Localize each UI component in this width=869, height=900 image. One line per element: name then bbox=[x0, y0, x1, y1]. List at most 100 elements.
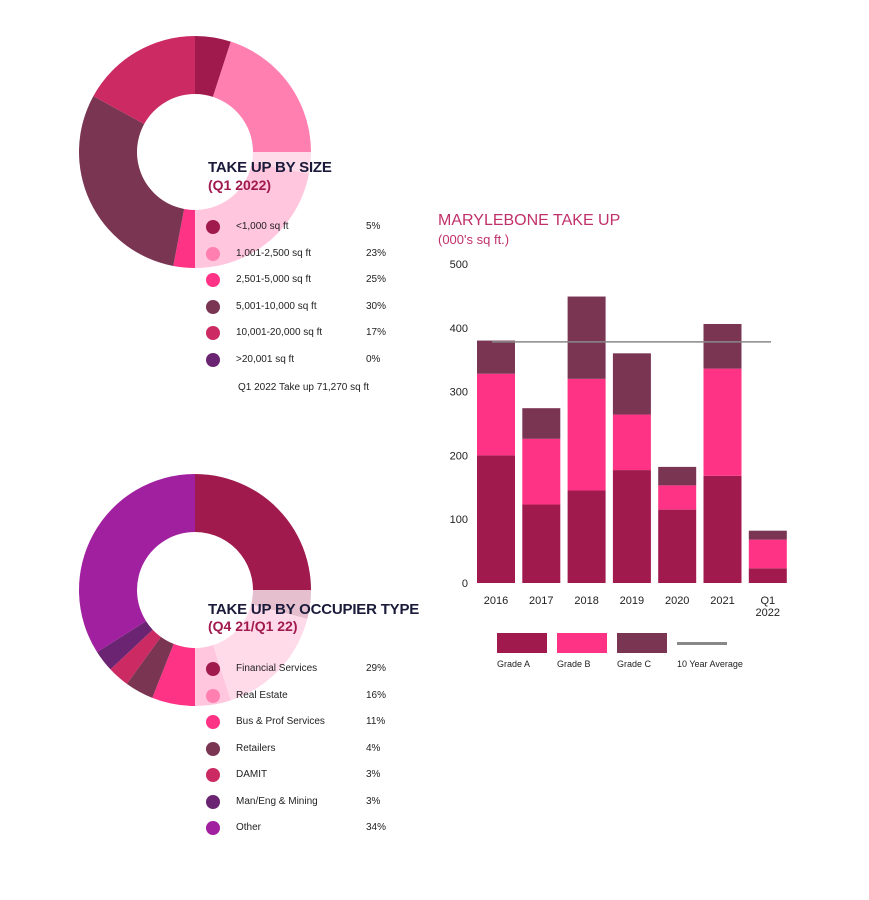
x-tick-label: Q1 bbox=[760, 595, 775, 607]
x-tick-label: 2019 bbox=[620, 595, 644, 607]
legend-swatch bbox=[206, 715, 220, 729]
legend-percent: 34% bbox=[366, 822, 387, 833]
size-donut-slice-1 bbox=[212, 41, 311, 174]
occupier-donut-slice-0 bbox=[195, 474, 311, 619]
bar-chart-title: MARYLEBONE TAKE UP bbox=[438, 212, 621, 229]
legend-label: Financial Services bbox=[236, 663, 318, 674]
legend-swatch bbox=[206, 273, 220, 287]
legend-percent: 25% bbox=[366, 274, 387, 285]
occupier-donut-legend-item: DAMIT 3% bbox=[206, 766, 406, 793]
size-donut-legend-item: >20,001 sq ft 0% bbox=[206, 351, 406, 378]
legend-swatch bbox=[677, 642, 727, 645]
legend-swatch bbox=[206, 352, 220, 367]
y-tick-label: 500 bbox=[450, 259, 468, 271]
x-tick-label: 2017 bbox=[529, 595, 553, 607]
size-donut-legend-item: 2,501-5,000 sq ft 25% bbox=[206, 271, 406, 298]
occupier-donut-legend-item: Man/Eng & Mining 3% bbox=[206, 793, 406, 820]
x-tick-label: 2016 bbox=[484, 595, 508, 607]
occupier-donut-slice-6 bbox=[79, 474, 195, 653]
occupier-donut-slice-5 bbox=[97, 621, 153, 670]
size-donut-legend-item: 1,001-2,500 sq ft 23% bbox=[206, 245, 406, 272]
legend-label: Other bbox=[236, 822, 262, 833]
x-tick-label: 2018 bbox=[574, 595, 598, 607]
occupier-donut-legend-item: Financial Services 29% bbox=[206, 660, 406, 687]
legend-label: Real Estate bbox=[236, 689, 288, 701]
legend-percent: 3% bbox=[366, 795, 381, 807]
legend-label: <1,000 sq ft bbox=[236, 221, 289, 232]
bar-grade-b-2018 bbox=[567, 378, 606, 491]
legend-swatch bbox=[206, 326, 220, 340]
legend-swatch bbox=[206, 220, 220, 234]
occupier-donut-slice-3 bbox=[126, 636, 174, 698]
legend-swatch bbox=[206, 768, 220, 782]
occupier-donut-title: TAKE UP BY OCCUPIER TYPE bbox=[208, 601, 420, 618]
legend-label: >20,001 sq ft bbox=[236, 353, 295, 365]
legend-label: 10,001-20,000 sq ft bbox=[236, 327, 323, 338]
x-tick-label: 2021 bbox=[710, 595, 734, 607]
x-tick-label: 2020 bbox=[665, 595, 689, 607]
legend-swatch bbox=[206, 299, 220, 314]
size-donut-note: Q1 2022 Take up 71,270 sq ft bbox=[238, 382, 370, 393]
bar-grade-a-2020 bbox=[658, 509, 697, 583]
legend-label: Grade A bbox=[497, 659, 531, 669]
bar-grade-c-2021 bbox=[703, 323, 742, 369]
size-donut-subtitle: (Q1 2022) bbox=[208, 177, 272, 193]
occupier-donut-legend-item: Other 34% bbox=[206, 819, 406, 846]
legend-percent: 30% bbox=[366, 300, 387, 312]
bar-chart-legend: Grade A Grade B Grade C 10 Year Average bbox=[497, 633, 757, 673]
occupier-donut-slice-4 bbox=[110, 629, 161, 684]
bar-grade-a-Q1-2022 bbox=[748, 568, 787, 583]
occupier-donut-legend-item: Bus & Prof Services 11% bbox=[206, 713, 406, 740]
bar-grade-a-2016 bbox=[477, 455, 515, 583]
x-tick-label: 2022 bbox=[756, 607, 780, 619]
size-donut-legend-item: 5,001-10,000 sq ft 30% bbox=[206, 298, 406, 325]
bar-grade-a-2021 bbox=[703, 475, 742, 583]
size-donut-slice-4 bbox=[93, 36, 195, 125]
legend-swatch bbox=[206, 794, 220, 809]
bar-grade-b-2016 bbox=[477, 373, 515, 456]
y-tick-label: 0 bbox=[462, 578, 468, 590]
occupier-donut-legend: Financial Services 29% Real Estate 16% Bus &… bbox=[206, 660, 406, 846]
y-tick-label: 200 bbox=[450, 450, 468, 462]
size-donut-legend-item: <1,000 sq ft 5% bbox=[206, 218, 406, 245]
size-donut-slice-0 bbox=[195, 36, 231, 97]
bar-grade-a-2019 bbox=[612, 470, 651, 583]
bar-chart-subtitle: (000's sq ft.) bbox=[438, 232, 510, 247]
legend-swatch bbox=[206, 246, 220, 261]
bar-grade-c-2020 bbox=[658, 466, 697, 486]
legend-label: 10 Year Average bbox=[677, 659, 743, 669]
occupier-donut-subtitle: (Q4 21/Q1 22) bbox=[208, 618, 298, 634]
bar-grade-c-Q1-2022 bbox=[748, 530, 787, 540]
legend-label: Grade B bbox=[557, 659, 591, 669]
y-tick-label: 300 bbox=[450, 387, 468, 399]
legend-label: 2,501-5,000 sq ft bbox=[236, 274, 312, 285]
bar-grade-b-2021 bbox=[703, 368, 742, 476]
y-tick-label: 400 bbox=[450, 323, 468, 335]
legend-label: 1,001-2,500 sq ft bbox=[236, 247, 312, 259]
legend-label: Man/Eng & Mining bbox=[236, 795, 318, 807]
bar-grade-c-2019 bbox=[612, 353, 651, 415]
legend-percent: 23% bbox=[366, 247, 387, 259]
legend-percent: 11% bbox=[366, 716, 386, 727]
size-donut-legend: <1,000 sq ft 5% 1,001-2,500 sq ft 23% 2,501-… bbox=[206, 218, 406, 377]
legend-swatch bbox=[206, 821, 220, 835]
legend-percent: 4% bbox=[366, 742, 381, 754]
legend-percent: 17% bbox=[366, 327, 387, 338]
size-donut-slice-3 bbox=[78, 96, 185, 266]
legend-swatch bbox=[557, 633, 607, 653]
bar-grade-a-2018 bbox=[567, 490, 606, 583]
bar-grade-b-2017 bbox=[522, 438, 561, 505]
size-donut-legend-item: 10,001-20,000 sq ft 17% bbox=[206, 324, 406, 351]
legend-label: Grade C bbox=[617, 659, 652, 669]
legend-percent: 5% bbox=[366, 221, 381, 232]
y-tick-label: 100 bbox=[450, 514, 468, 526]
legend-swatch bbox=[497, 633, 547, 653]
legend-percent: 0% bbox=[366, 353, 381, 365]
bar-grade-b-2019 bbox=[612, 414, 651, 471]
legend-swatch bbox=[206, 662, 220, 676]
occupier-donut-label-panel bbox=[195, 590, 311, 706]
occupier-donut-legend-item: Real Estate 16% bbox=[206, 687, 406, 714]
bar-grade-b-Q1-2022 bbox=[748, 539, 787, 569]
legend-percent: 3% bbox=[366, 769, 381, 780]
legend-label: Retailers bbox=[236, 742, 276, 754]
